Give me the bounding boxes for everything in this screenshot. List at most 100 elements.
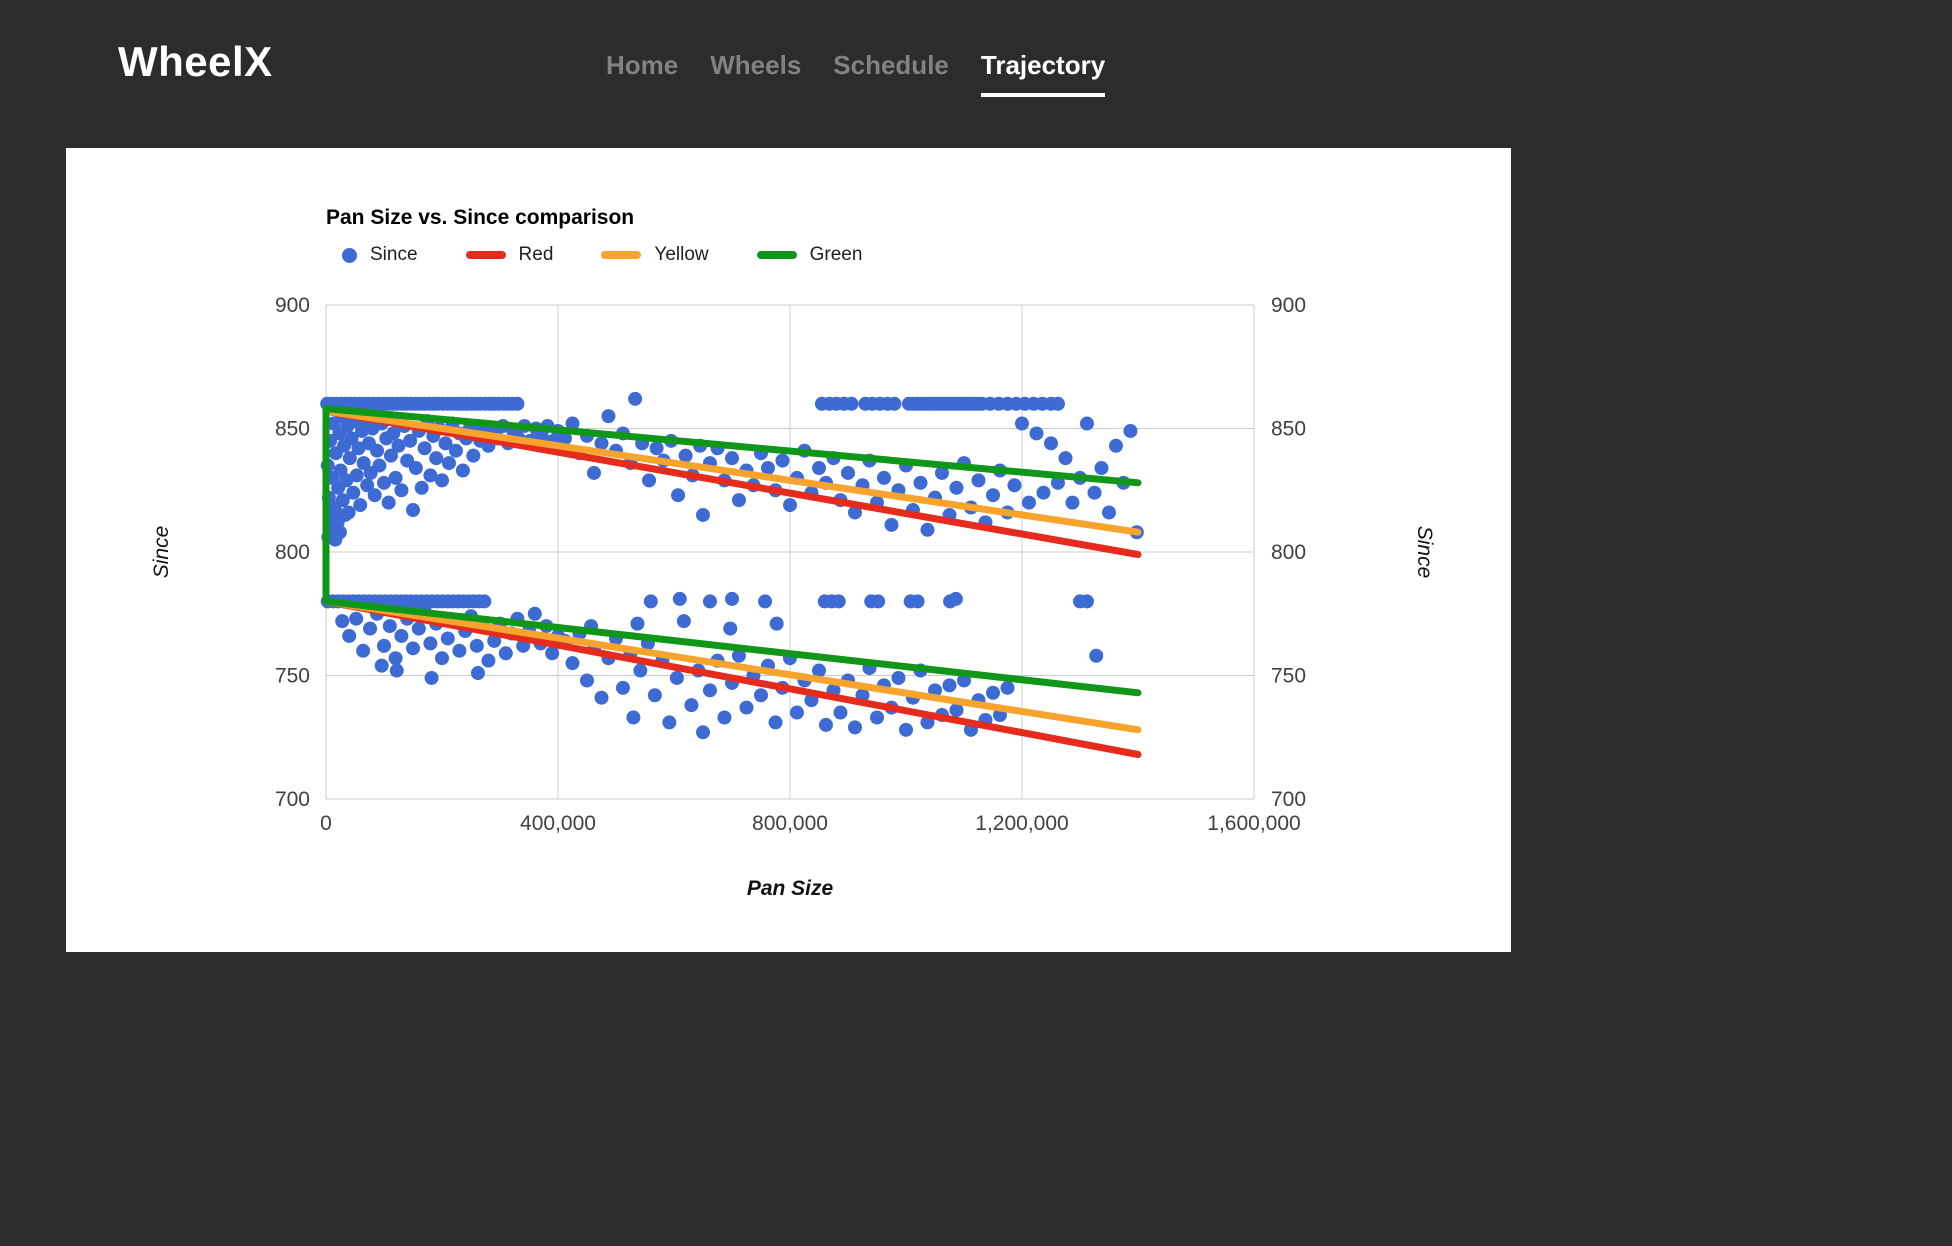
scatter-dot bbox=[435, 473, 449, 488]
scatter-dot bbox=[887, 396, 902, 411]
scatter-dot bbox=[440, 631, 455, 646]
scatter-dot bbox=[580, 673, 594, 688]
scatter-dot bbox=[389, 663, 404, 678]
scatter-dot bbox=[949, 703, 964, 718]
scatter-dot bbox=[758, 594, 773, 609]
chart-title: Pan Size vs. Since comparison bbox=[326, 206, 635, 229]
scatter-dot bbox=[545, 646, 560, 661]
scatter-dot bbox=[565, 416, 580, 431]
scatter-dot bbox=[633, 663, 648, 678]
y-tick-label-right: 850 bbox=[1271, 418, 1306, 441]
scatter-dot bbox=[372, 458, 387, 473]
y-tick-label-right: 800 bbox=[1271, 541, 1306, 564]
scatter-dot bbox=[1058, 451, 1073, 466]
scatter-dot bbox=[1036, 485, 1051, 500]
scatter-dot bbox=[662, 715, 677, 730]
y-tick-label-left: 700 bbox=[275, 788, 310, 811]
scatter-dot bbox=[628, 391, 643, 406]
nav-item-schedule[interactable]: Schedule bbox=[833, 50, 949, 80]
scatter-dot bbox=[339, 473, 354, 488]
scatter-dot bbox=[342, 628, 357, 643]
scatter-dot bbox=[812, 461, 826, 476]
legend-swatch-since bbox=[342, 247, 357, 263]
scatter-dot bbox=[769, 616, 784, 631]
scatter-dot bbox=[899, 722, 913, 737]
trendline-yellow bbox=[322, 407, 1142, 536]
scatter-dot bbox=[949, 480, 964, 495]
scatter-dot bbox=[1094, 461, 1109, 476]
scatter-dot bbox=[647, 688, 662, 703]
scatter-dot bbox=[1050, 475, 1065, 490]
scatter-dot bbox=[731, 648, 746, 663]
scatter-dot bbox=[377, 638, 391, 653]
scatter-dot bbox=[684, 698, 699, 713]
scatter-dot bbox=[386, 426, 401, 441]
scatter-dot bbox=[498, 646, 513, 661]
scatter-dot bbox=[702, 594, 717, 609]
scatter-dot bbox=[344, 431, 359, 446]
scatter-dot bbox=[406, 503, 420, 518]
scatter-dot bbox=[920, 522, 935, 537]
x-tick-label: 1,600,000 bbox=[1207, 812, 1300, 835]
y-tick-label-left: 800 bbox=[275, 541, 310, 564]
scatter-dot bbox=[626, 710, 641, 725]
scatter-dot bbox=[370, 443, 385, 458]
scatter-dot bbox=[565, 656, 580, 671]
scatter-dot bbox=[403, 433, 418, 448]
scatter-dot bbox=[335, 493, 350, 508]
scatter-dot bbox=[725, 451, 739, 466]
scatter-dot bbox=[441, 456, 456, 471]
scatter-dot bbox=[452, 643, 467, 658]
y-tick-label-right: 900 bbox=[1271, 294, 1306, 317]
scatter-dot bbox=[739, 700, 754, 715]
scatter-dot bbox=[470, 666, 485, 681]
scatter-dot bbox=[1087, 485, 1102, 500]
scatter-dot bbox=[429, 451, 444, 466]
scatter-dot bbox=[356, 456, 371, 471]
y-tick-label-right: 750 bbox=[1271, 665, 1306, 688]
scatter-dot bbox=[481, 653, 496, 668]
scatter-dot bbox=[1108, 438, 1123, 453]
scatter-dot bbox=[986, 488, 1000, 503]
scatter-dot bbox=[1029, 426, 1044, 441]
scatter-dot bbox=[934, 465, 949, 480]
scatter-dot bbox=[642, 473, 657, 488]
scatter-dot bbox=[381, 495, 396, 510]
scatter-dot bbox=[349, 611, 364, 626]
nav-item-wheels[interactable]: Wheels bbox=[710, 50, 802, 80]
nav-item-trajectory[interactable]: Trajectory bbox=[980, 50, 1106, 97]
chart-card: Pan Size vs. Since comparison Since Red Ye… bbox=[66, 148, 1511, 952]
x-tick-label: 0 bbox=[320, 812, 332, 835]
scatter-dot bbox=[448, 443, 463, 458]
scatter-dot bbox=[775, 453, 790, 468]
scatter-dot bbox=[717, 710, 732, 725]
scatter-dot bbox=[971, 473, 986, 488]
legend-label: Green bbox=[809, 244, 863, 265]
scatter-dot bbox=[725, 591, 739, 606]
scatter-dot bbox=[406, 641, 420, 656]
scatter-dot bbox=[1079, 594, 1094, 609]
nav-item-home[interactable]: Home bbox=[606, 50, 679, 80]
scatter-dot bbox=[754, 688, 768, 703]
x-tick-label: 1,200,000 bbox=[975, 812, 1068, 835]
scatter-dot bbox=[594, 690, 609, 705]
scatter-dot bbox=[335, 614, 350, 629]
scatter-dot bbox=[388, 651, 403, 666]
scatter-dot bbox=[423, 468, 438, 483]
scatter-dot bbox=[586, 465, 601, 480]
scatter-dot bbox=[615, 680, 630, 695]
scatter-dot bbox=[986, 685, 1000, 700]
scatter-dot bbox=[388, 470, 403, 485]
y-tick-label-left: 900 bbox=[275, 294, 310, 317]
scatter-dot bbox=[870, 710, 884, 725]
scatter-dot bbox=[383, 448, 398, 463]
trendline-yellow bbox=[322, 597, 1142, 734]
top-nav-bar: WheelX Home Wheels Schedule Trajectory bbox=[0, 0, 1952, 148]
y-axis-title-right: Since bbox=[1413, 526, 1436, 579]
scatter-dot bbox=[594, 436, 609, 451]
scatter-dot bbox=[783, 498, 797, 513]
scatter-dot bbox=[342, 451, 357, 466]
scatter-dot bbox=[601, 409, 616, 424]
trendline-green bbox=[322, 405, 1142, 697]
scatter-dot bbox=[831, 594, 846, 609]
